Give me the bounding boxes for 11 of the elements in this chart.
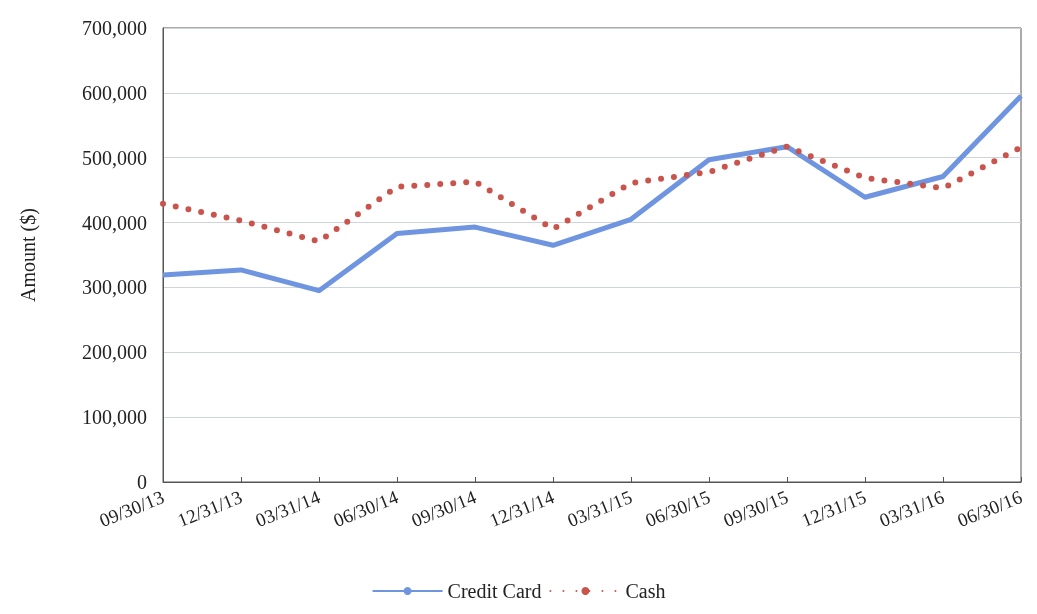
y-tick-label: 100,000	[82, 406, 147, 429]
y-tick-label: 400,000	[82, 211, 147, 234]
legend-label: Credit Card	[447, 580, 542, 602]
legend-label: Cash	[625, 580, 666, 602]
y-tick-label: 200,000	[82, 341, 147, 364]
y-tick-label: 600,000	[82, 81, 147, 104]
y-axis-title: Amount ($)	[17, 208, 40, 302]
y-tick-label: 700,000	[82, 17, 147, 39]
y-tick-label: 0	[137, 471, 147, 493]
y-tick-label: 300,000	[82, 276, 147, 299]
y-tick-label: 500,000	[82, 146, 147, 169]
